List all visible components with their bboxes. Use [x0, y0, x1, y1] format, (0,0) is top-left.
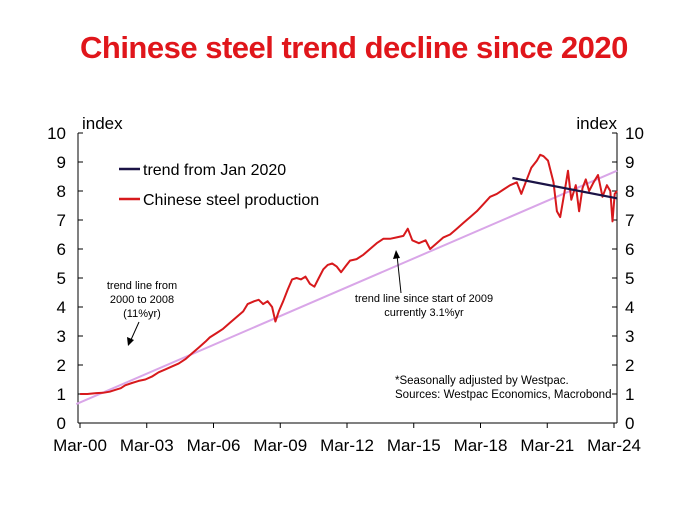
y-tick-label-left: 6: [57, 240, 66, 259]
legend-label-production: Chinese steel production: [143, 192, 319, 209]
annotation-line: trend line since start of 2009: [355, 293, 493, 305]
y-tick-label-right: 2: [625, 356, 634, 375]
y-tick-label-right: 3: [625, 327, 634, 346]
x-tick-label: Mar-15: [387, 436, 441, 455]
source-note: *Seasonally adjusted by Westpac. Sources…: [395, 375, 611, 401]
x-tick-label: Mar-18: [454, 436, 508, 455]
left-axis-unit: index: [82, 114, 123, 133]
legend: trend from Jan 2020 Chinese steel produc…: [119, 162, 319, 209]
y-tick-label-left: 3: [57, 327, 66, 346]
y-tick-label-left: 7: [57, 211, 66, 230]
x-tick-label: Mar-21: [520, 436, 574, 455]
y-tick-label-right: 1: [625, 385, 634, 404]
annotation-line: (11%yr): [123, 308, 161, 320]
series-line-trend-2020: [512, 176, 618, 200]
annotation-arrow-shaft: [129, 321, 140, 343]
legend-label-trend-2020: trend from Jan 2020: [143, 162, 286, 179]
y-tick-label-right: 5: [625, 269, 634, 288]
series-line-trend-since-2009: [75, 169, 618, 406]
series-group: [75, 153, 618, 406]
annotation-line: trend line from: [107, 280, 177, 292]
y-tick-label-left: 10: [47, 124, 66, 143]
y-tick-label-right: 10: [625, 124, 644, 143]
seasonal-adjustment-note: *Seasonally adjusted by Westpac.: [395, 375, 569, 387]
y-tick-label-left: 4: [57, 298, 66, 317]
annotation-trend-2000: trend line from 2000 to 2008 (11%yr): [107, 280, 177, 346]
right-axis-unit: index: [576, 114, 617, 133]
y-tick-label-right: 8: [625, 182, 634, 201]
y-tick-label-left: 5: [57, 269, 66, 288]
x-tick-label: Mar-24: [587, 436, 641, 455]
annotation-arrow-head: [393, 250, 400, 259]
chart-title: Chinese steel trend decline since 2020: [80, 30, 628, 65]
y-tick-label-right: 6: [625, 240, 634, 259]
annotation-line: currently 3.1%yr: [384, 307, 464, 319]
x-tick-label: Mar-06: [187, 436, 241, 455]
x-tick-label: Mar-12: [320, 436, 374, 455]
x-tick-label: Mar-00: [53, 436, 107, 455]
x-tick-label: Mar-03: [120, 436, 174, 455]
annotation-trend-2009: trend line since start of 2009 currently…: [355, 250, 493, 319]
y-tick-label-left: 8: [57, 182, 66, 201]
y-tick-label-left: 1: [57, 385, 66, 404]
y-tick-label-right: 7: [625, 211, 634, 230]
axes: [77, 132, 618, 428]
annotation-line: 2000 to 2008: [110, 294, 174, 306]
annotation-arrow-head: [127, 337, 134, 346]
series-line-steel-production: [80, 153, 618, 395]
y-tick-label-left: 9: [57, 153, 66, 172]
sources-note: Sources: Westpac Economics, Macrobond: [395, 389, 611, 401]
y-tick-label-right: 4: [625, 298, 634, 317]
y-tick-label-left: 2: [57, 356, 66, 375]
y-tick-label-left: 0: [57, 414, 66, 433]
annotation-arrow-shaft: [396, 254, 402, 294]
y-tick-label-right: 9: [625, 153, 634, 172]
tick-labels: 0 0 1 1 2 2 3 3 4 4 5 5 6 6 7 7 8 8 9 9 10 10 Mar-00 Mar-03 Mar-…: [47, 124, 644, 455]
y-tick-label-right: 0: [625, 414, 634, 433]
x-tick-label: Mar-09: [253, 436, 307, 455]
